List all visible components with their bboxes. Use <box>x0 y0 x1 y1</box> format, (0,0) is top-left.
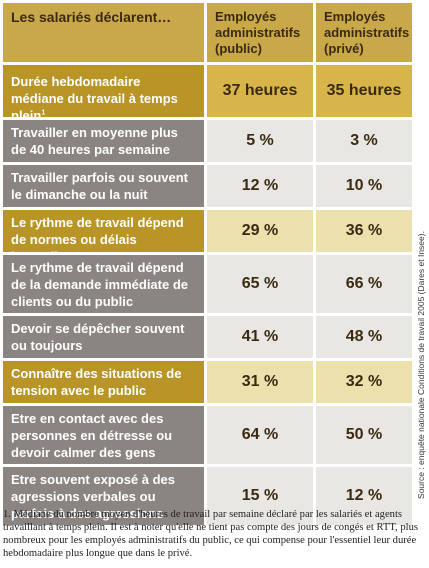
table-row: Travailler parfois ou souvent le dimanch… <box>3 165 412 207</box>
row-label: Etre souvent exposé à des agressions ver… <box>3 467 204 538</box>
row-label: Etre en contact avec des personnes en dé… <box>3 406 204 464</box>
table-row: Le rythme de travail dépend de normes ou… <box>3 210 412 264</box>
footnote: 1. Médiane du nombre moyen d'heures de t… <box>3 509 418 559</box>
row-label: Le rythme de travail dépend de la demand… <box>3 255 204 313</box>
header-public: Employés administratifs (public) <box>207 3 313 62</box>
table-header: Les salariés déclarent… Employés adminis… <box>3 3 412 62</box>
source-text: Source : enquête nationale Conditions de… <box>416 231 426 499</box>
comparison-table: Les salariés déclarent… Employés adminis… <box>3 3 412 538</box>
header-prive: Employés administratifs (privé) <box>316 3 412 62</box>
table-row: Etre souvent exposé à des agressions ver… <box>3 467 412 538</box>
row-value-prive: 48 % <box>316 316 412 358</box>
header-label: Les salariés déclarent… <box>3 3 204 62</box>
row-value-prive: 50 % <box>316 406 412 464</box>
row-value-prive: 32 % <box>316 361 412 403</box>
row-label: Connaître des situations de tension avec… <box>3 361 204 403</box>
row-label: Travailler parfois ou souvent le dimanch… <box>3 165 204 207</box>
row-value-public: 65 % <box>207 255 313 313</box>
table-row: Devoir se dépêcher souvent ou toujours 4… <box>3 316 412 358</box>
row-value-prive: 35 heures <box>316 65 412 117</box>
row-value-prive: 12 % <box>316 467 412 525</box>
row-value-public: 15 % <box>207 467 313 525</box>
row-value-prive: 3 % <box>316 120 412 162</box>
source-note: Source : enquête nationale Conditions de… <box>414 231 428 499</box>
row-label: Le rythme de travail dépend de normes ou… <box>3 210 204 264</box>
table-row: Le rythme de travail dépend de la demand… <box>3 255 412 313</box>
table-row: Durée hebdomadaire médiane du travail à … <box>3 65 412 123</box>
row-value-prive: 10 % <box>316 165 412 207</box>
row-value-prive: 36 % <box>316 210 412 252</box>
row-label: Durée hebdomadaire médiane du travail à … <box>3 65 204 123</box>
row-value-public: 41 % <box>207 316 313 358</box>
row-label: Devoir se dépêcher souvent ou toujours <box>3 316 204 358</box>
row-value-public: 31 % <box>207 361 313 403</box>
row-value-public: 29 % <box>207 210 313 252</box>
table-row: Etre en contact avec des personnes en dé… <box>3 406 412 464</box>
row-label: Travailler en moyenne plus de 40 heures … <box>3 120 204 162</box>
row-value-public: 64 % <box>207 406 313 464</box>
row-value-public: 12 % <box>207 165 313 207</box>
row-value-public: 5 % <box>207 120 313 162</box>
row-value-public: 37 heures <box>207 65 313 117</box>
table-row: Connaître des situations de tension avec… <box>3 361 412 403</box>
row-value-prive: 66 % <box>316 255 412 313</box>
table-row: Travailler en moyenne plus de 40 heures … <box>3 120 412 162</box>
